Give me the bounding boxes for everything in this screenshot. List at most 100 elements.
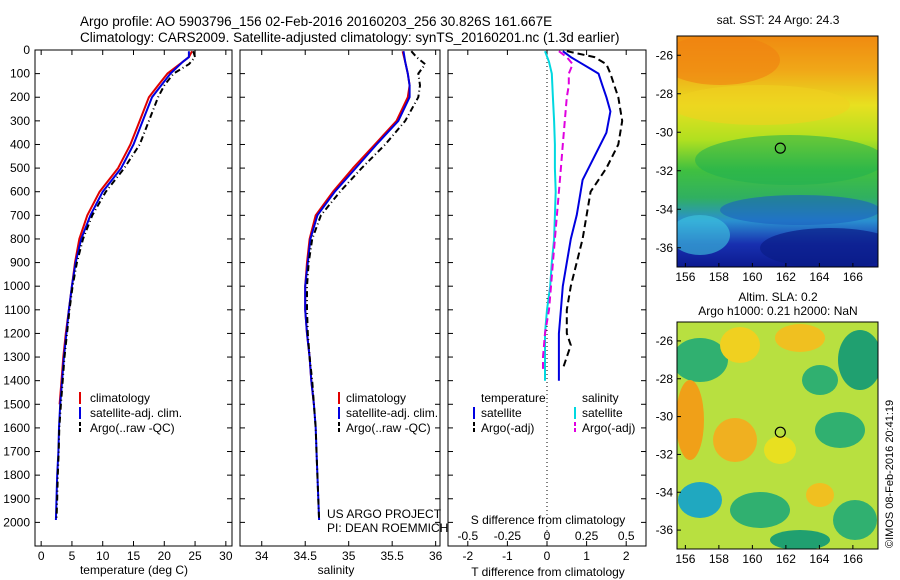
y-tick-label: 1200 xyxy=(3,326,30,340)
y-tick-label: 0 xyxy=(23,43,30,57)
salinity-profiles xyxy=(304,50,427,521)
y-tick-label: 1400 xyxy=(3,374,30,388)
legend-label-satellite: satellite-adj. clim. xyxy=(90,406,182,420)
temperature-axis-label: temperature (deg C) xyxy=(80,563,188,577)
temperature-difference-axis: -2 -1 0 1 2 xyxy=(448,49,646,563)
map-x-tick-label: 156 xyxy=(675,270,695,284)
map-y-tick-label: -34 xyxy=(656,485,674,499)
y-tick-label: 1100 xyxy=(4,303,30,317)
top-tick-label: -0.25 xyxy=(494,529,522,543)
temperature-legend: climatology satellite-adj. clim. Argo(..… xyxy=(79,391,182,435)
sla-map-title-line-1: Altim. SLA: 0.2 xyxy=(738,290,818,304)
map-y-tick-label: -32 xyxy=(656,164,674,178)
y-tick-label: 1900 xyxy=(3,492,30,506)
sst-map-yellow-patch xyxy=(677,85,850,125)
x-tick-label: -1 xyxy=(502,549,513,563)
imos-timestamp: ©IMOS 08-Feb-2016 20:41:19 xyxy=(884,400,896,548)
sst-map-cold-patch xyxy=(760,228,878,267)
x-tick-label: 20 xyxy=(158,549,172,563)
map-y-tick-label: -36 xyxy=(656,523,674,537)
salinity-axis: 34 34.5 35 35.5 36 xyxy=(240,49,443,563)
x-tick-label: 36 xyxy=(429,549,443,563)
sla-blob xyxy=(833,500,877,540)
difference-profiles xyxy=(542,50,624,381)
map-y-tick-label: -30 xyxy=(656,125,674,139)
top-tick-label: 0.5 xyxy=(618,529,635,543)
sla-blob xyxy=(730,492,790,528)
sla-blob xyxy=(815,412,865,448)
legend-label-t-satellite: satellite xyxy=(481,406,522,420)
figure-title-line-2: Climatology: CARS2009. Satellite-adjuste… xyxy=(80,30,620,45)
y-tick-label: 1500 xyxy=(3,397,30,411)
map-x-tick-label: 164 xyxy=(809,552,829,566)
sla-blob xyxy=(806,483,834,507)
y-tick-label: 900 xyxy=(10,256,30,270)
x-tick-label: 0 xyxy=(38,549,45,563)
legend-title-temperature: temperature xyxy=(481,391,546,405)
x-tick-label: 5 xyxy=(69,549,76,563)
x-tick-label: -2 xyxy=(462,549,473,563)
map-y-tick-label: -30 xyxy=(656,410,674,424)
map-x-tick-label: 166 xyxy=(843,270,863,284)
y-tick-label: 600 xyxy=(10,185,30,199)
series-line-argo-raw-qc- xyxy=(306,50,427,521)
argo-position-marker xyxy=(774,142,786,154)
difference-panel: -2 -1 0 1 2 -0.5 -0.25 0 0.25 0.5 T difference f… xyxy=(447,49,647,579)
map-y-tick-label: -26 xyxy=(656,334,674,348)
sla-blob xyxy=(713,418,757,462)
series-line-argo-raw-qc- xyxy=(55,50,197,521)
legend-label-s-satellite: satellite xyxy=(582,406,623,420)
project-annotation-line-1: US ARGO PROJECT xyxy=(327,507,442,521)
temperature-difference-axis-label: T difference from climatology xyxy=(471,565,625,579)
x-tick-label: 34 xyxy=(255,549,269,563)
sla-blob xyxy=(720,327,760,363)
sla-map-axes: 156 158 160 162 164 166 -26 -28 -30 -32 -34 -36 xyxy=(656,334,864,566)
map-x-tick-label: 160 xyxy=(742,552,762,566)
x-tick-label: 30 xyxy=(219,549,233,563)
sla-map-title-line-2: Argo h1000: 0.21 h2000: NaN xyxy=(698,304,857,318)
map-x-tick-label: 158 xyxy=(709,270,729,284)
y-tick-label: 300 xyxy=(10,114,30,128)
sst-map-lightblue-patch xyxy=(677,215,730,255)
map-y-tick-label: -28 xyxy=(656,87,674,101)
top-tick-label: -0.5 xyxy=(457,529,478,543)
x-tick-label: 1 xyxy=(583,549,590,563)
salinity-axis-label: salinity xyxy=(318,563,355,577)
y-tick-label: 200 xyxy=(10,90,30,104)
difference-legend: temperature salinity satellite Argo(-adj… xyxy=(473,391,635,435)
legend-label-climatology: climatology xyxy=(90,391,150,405)
sst-map-green-patch xyxy=(695,135,878,185)
sla-map-marker xyxy=(774,426,786,438)
legend-label-s-argo: Argo(-adj) xyxy=(582,421,635,435)
salinity-difference-axis-label: S difference from climatology xyxy=(471,513,626,527)
y-tick-label: 1800 xyxy=(3,468,30,482)
legend-label-argo: Argo(..raw -QC) xyxy=(346,421,431,435)
map-y-tick-label: -36 xyxy=(656,241,674,255)
y-tick-label: 2000 xyxy=(3,515,30,529)
y-tick-label: 1700 xyxy=(3,445,30,459)
temperature-panel: 0100200300400500600700800900100011001200… xyxy=(3,43,233,577)
map-y-tick-label: -34 xyxy=(656,202,674,216)
map-x-tick-label: 160 xyxy=(742,270,762,284)
x-tick-label: 15 xyxy=(127,549,141,563)
map-y-tick-label: -32 xyxy=(656,447,674,461)
sst-map-panel: sat. SST: 24 Argo: 24.3 156 158 160 162 164 1… xyxy=(656,13,879,284)
x-tick-label: 35 xyxy=(342,549,356,563)
sla-blob xyxy=(677,380,704,460)
y-tick-label: 400 xyxy=(10,137,30,151)
legend-label-argo: Argo(..raw -QC) xyxy=(90,421,175,435)
top-tick-label: 0 xyxy=(544,529,551,543)
salinity-plot-frame xyxy=(239,49,441,547)
sla-blob xyxy=(677,338,728,382)
x-tick-label: 35.5 xyxy=(380,549,404,563)
salinity-legend: climatology satellite-adj. clim. Argo(..… xyxy=(338,391,438,435)
map-x-tick-label: 156 xyxy=(675,552,695,566)
sla-blob xyxy=(838,330,878,390)
project-annotation-line-2: PI: DEAN ROEMMICH xyxy=(327,521,448,535)
map-x-tick-label: 164 xyxy=(809,270,829,284)
temperature-axis: 0 5 10 15 20 25 30 xyxy=(38,50,233,563)
series-line-temperature-argo-adj- xyxy=(561,50,624,370)
temperature-plot-frame xyxy=(34,49,233,547)
x-tick-label: 2 xyxy=(623,549,630,563)
map-x-tick-label: 162 xyxy=(776,552,796,566)
